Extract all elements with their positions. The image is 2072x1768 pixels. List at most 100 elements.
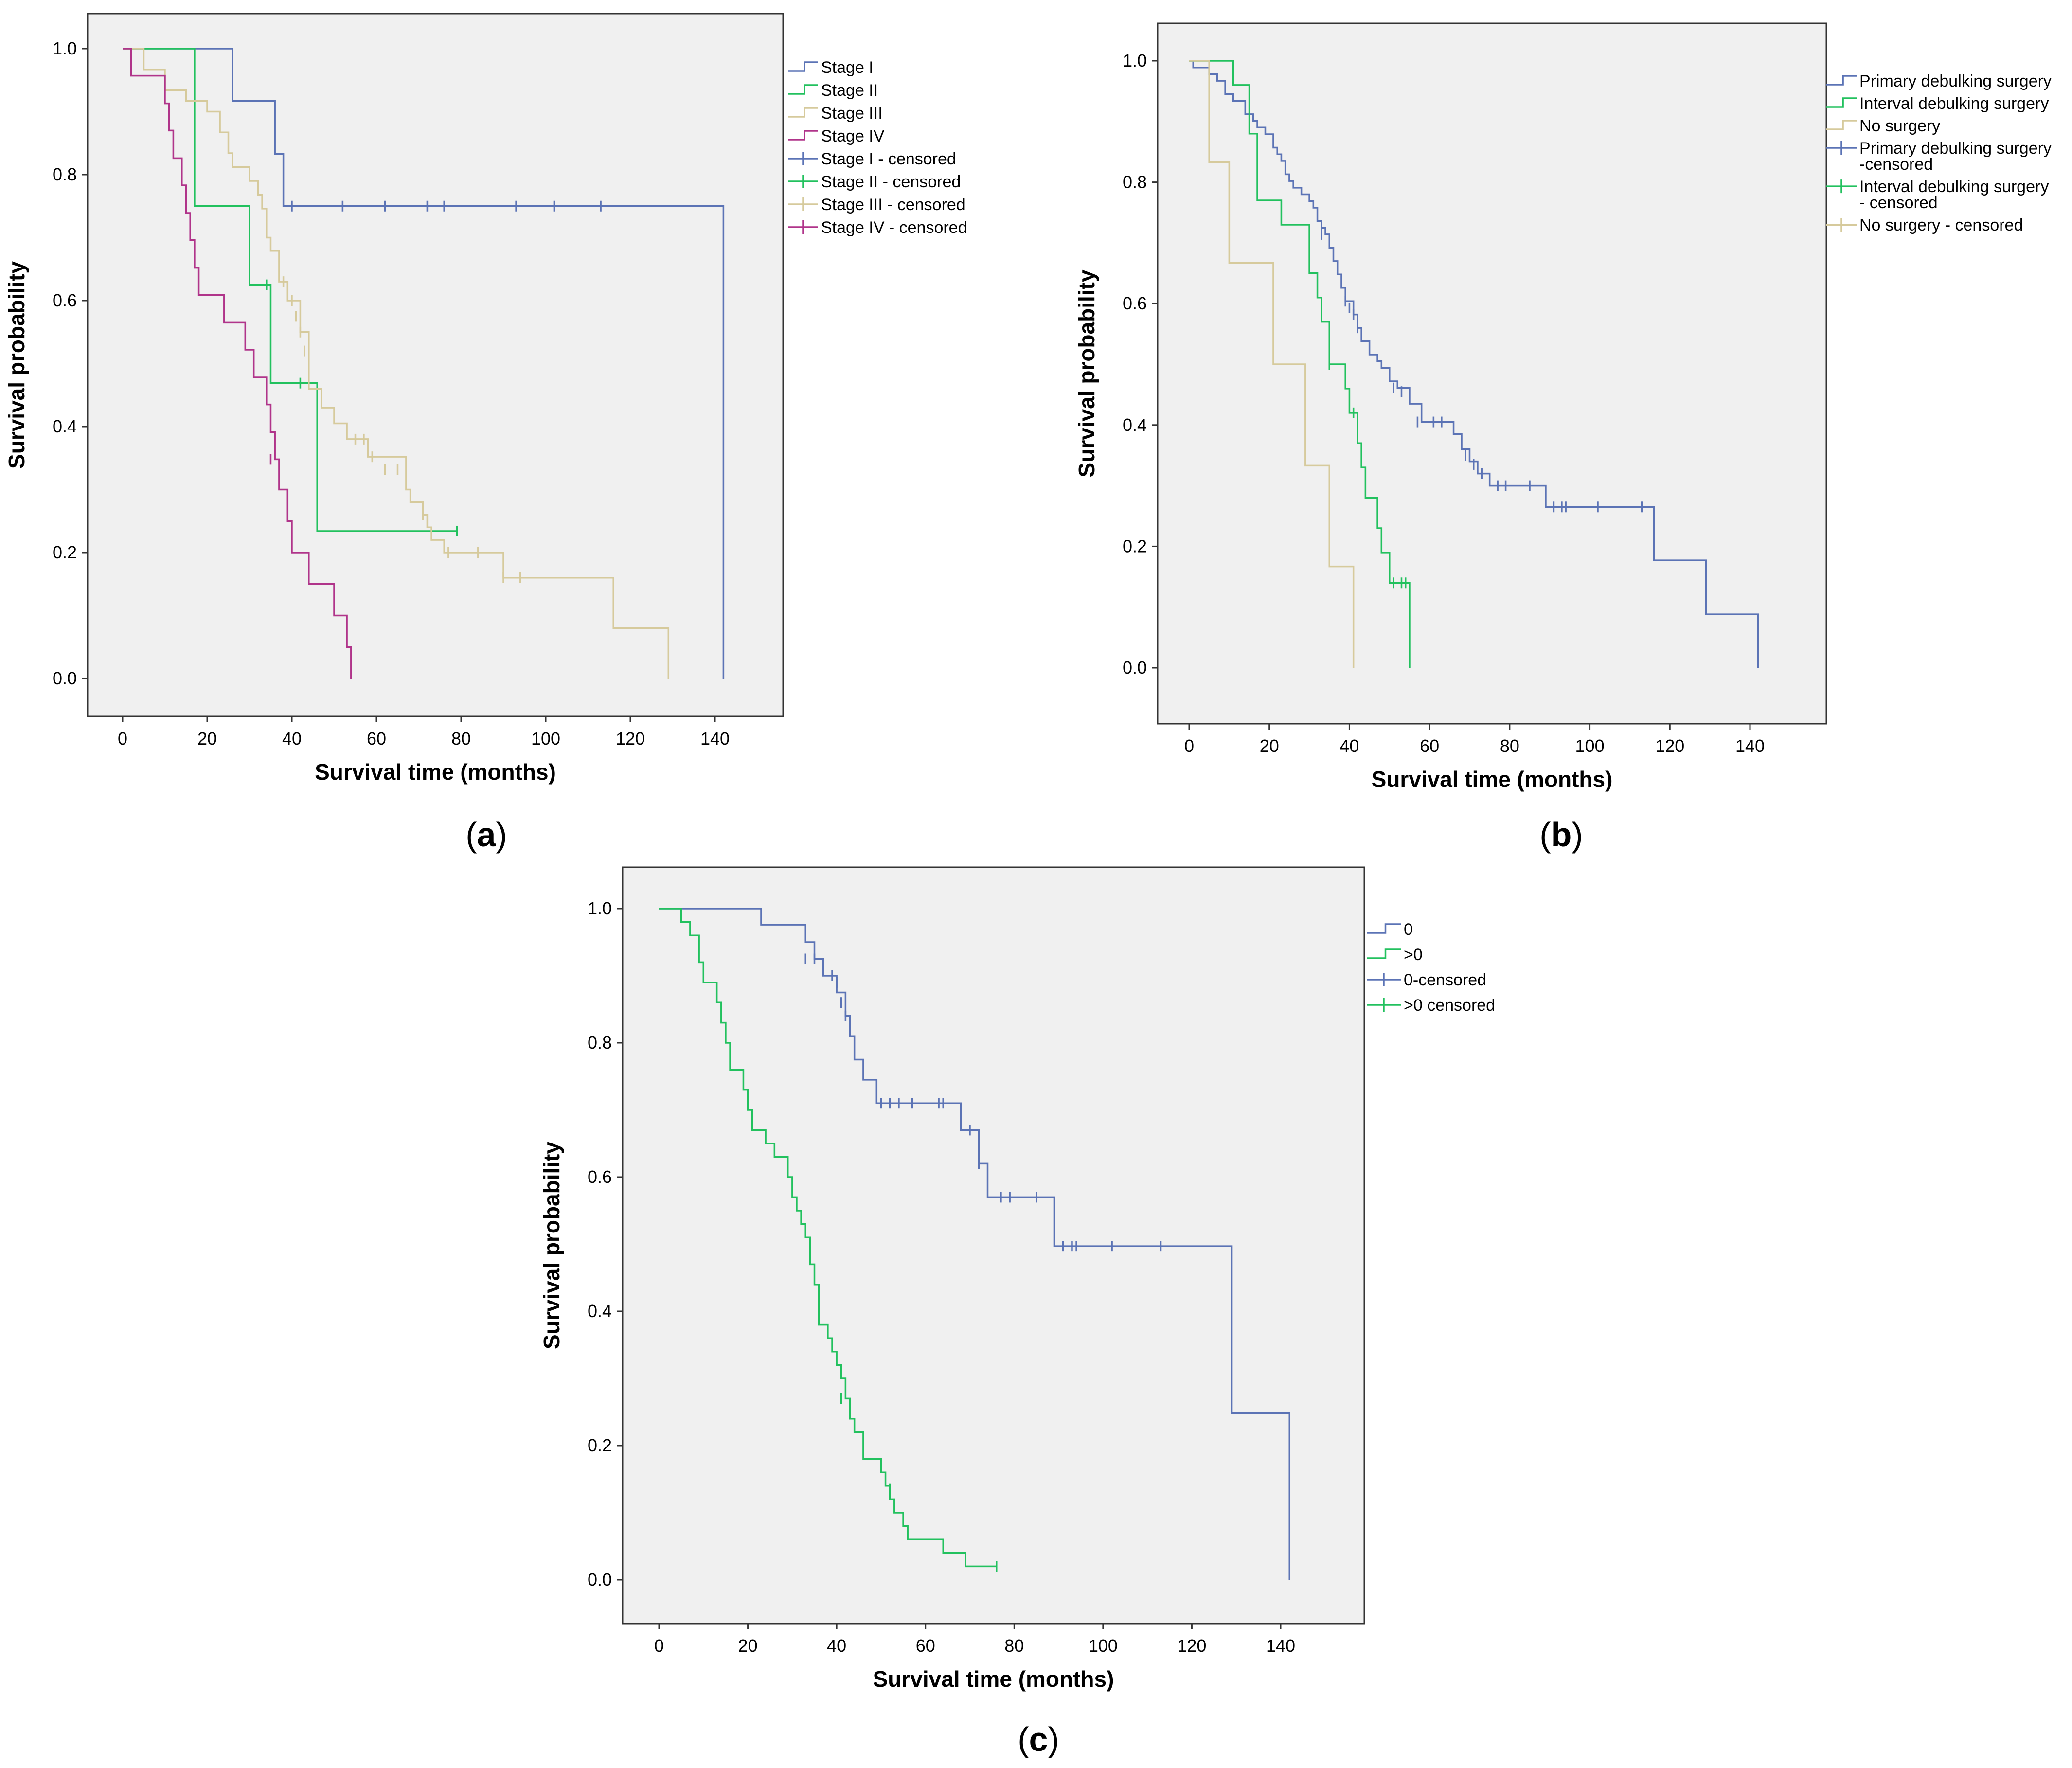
caption-paren-open: ( (1018, 1720, 1029, 1758)
x-tick-label: 20 (1260, 736, 1279, 756)
legend-label: 0 (1404, 920, 1413, 939)
legend-label: No surgery - censored (1859, 216, 2023, 234)
y-tick-label: 0.6 (588, 1167, 612, 1187)
x-tick-label: 0 (654, 1636, 664, 1656)
plot-area (622, 866, 1365, 1625)
x-tick-label: 80 (451, 729, 471, 749)
panel-caption: (c) (1018, 1720, 1059, 1758)
legend-label: Interval debulking surgery (1859, 178, 2049, 196)
x-tick-label: 120 (616, 729, 645, 749)
legend-swatch (1826, 75, 1857, 86)
x-tick-label: 140 (700, 729, 730, 749)
x-axis-label: Survival time (months) (873, 1666, 1114, 1692)
y-axis-label: Survival probability (539, 1142, 564, 1349)
y-tick-label: 0.4 (53, 416, 77, 436)
km-curve-1 (123, 48, 725, 679)
km-curve-3 (1189, 60, 1355, 668)
x-axis-label: Survival time (months) (315, 759, 556, 785)
legend-label: >0 (1404, 946, 1423, 964)
plot-area (87, 13, 784, 717)
legend-label: -censored (1859, 155, 1933, 174)
y-tick-label: 0.0 (1123, 658, 1147, 678)
x-tick-label: 0 (118, 729, 127, 749)
km-curve-1 (1189, 60, 1759, 668)
legend-swatch (1367, 923, 1401, 934)
caption-letter: b (1551, 816, 1572, 854)
legend-label: - censored (1859, 194, 1938, 212)
x-tick-label: 60 (1420, 736, 1439, 756)
x-tick-label: 120 (1655, 736, 1684, 756)
legend-label: Stage II - censored (821, 173, 961, 191)
y-tick-label: 0.6 (1123, 293, 1147, 313)
x-tick-label: 60 (367, 729, 386, 749)
y-tick-label: 0.0 (53, 668, 77, 688)
legend-label: Stage III - censored (821, 196, 965, 214)
x-tick-label: 100 (1089, 1636, 1118, 1656)
legend-label: Stage I - censored (821, 150, 956, 168)
plot-area (1157, 22, 1827, 725)
legend-swatch (788, 130, 818, 141)
legend-label: Stage II (821, 81, 878, 100)
x-tick-label: 80 (1004, 1636, 1024, 1656)
legend-label: Interval debulking surgery (1859, 94, 2049, 113)
x-tick-label: 140 (1735, 736, 1765, 756)
caption-paren-close: ) (1048, 1720, 1059, 1758)
x-tick-label: 0 (1184, 736, 1194, 756)
y-tick-label: 0.4 (1123, 415, 1147, 435)
panel-caption: (b) (1539, 816, 1583, 854)
panel-caption: (a) (465, 816, 507, 854)
legend-swatch (788, 107, 818, 118)
x-tick-label: 120 (1177, 1636, 1206, 1656)
y-tick-label: 0.8 (1123, 172, 1147, 192)
caption-letter: a (477, 816, 497, 854)
y-tick-label: 1.0 (53, 38, 77, 58)
km-curve-2 (659, 908, 997, 1568)
y-axis-label: Survival probability (4, 261, 29, 469)
km-curve-2 (123, 48, 457, 532)
y-tick-label: 1.0 (1123, 51, 1147, 71)
caption-paren-open: ( (1539, 816, 1551, 854)
km-curve-4 (123, 48, 352, 679)
legend-label: Stage I (821, 58, 874, 77)
x-tick-label: 140 (1266, 1636, 1295, 1656)
legend-label: No surgery (1859, 117, 1940, 135)
panel-b: 0.0 0.2 0.4 0.6 0.8 1.0 0 20 40 60 80 100 120 140 Surv… (1074, 22, 2052, 854)
y-tick-label: 0.6 (53, 290, 77, 310)
legend-swatch (788, 61, 818, 72)
caption-paren-close: ) (1572, 816, 1583, 854)
y-tick-label: 0.2 (53, 542, 77, 562)
legend-label: Stage III (821, 104, 883, 123)
x-tick-label: 100 (531, 729, 560, 749)
x-tick-label: 20 (197, 729, 217, 749)
km-curve-1 (659, 908, 1291, 1580)
y-tick-label: 0.0 (588, 1570, 612, 1589)
y-tick-label: 0.2 (588, 1435, 612, 1455)
x-axis-label: Survival time (months) (1372, 767, 1613, 792)
legend-swatch (788, 84, 818, 95)
x-tick-label: 20 (738, 1636, 758, 1656)
x-tick-label: 40 (1340, 736, 1359, 756)
x-tick-label: 60 (916, 1636, 935, 1656)
caption-letter: c (1029, 1720, 1048, 1758)
panel-c: 0.0 0.2 0.4 0.6 0.8 1.0 0 20 40 60 80 100 120 140 Surv… (539, 866, 1495, 1758)
panel-a: 0.0 0.2 0.4 0.6 0.8 1.0 0 20 40 60 80 100 120 140 Surv… (4, 13, 967, 854)
legend-label: Stage IV - censored (821, 218, 967, 237)
y-tick-label: 1.0 (588, 898, 612, 918)
x-tick-label: 80 (1500, 736, 1519, 756)
x-tick-label: 40 (827, 1636, 846, 1656)
legend-label: Primary debulking surgery (1859, 72, 2052, 90)
legend-swatch (1826, 120, 1857, 130)
legend-label: >0 censored (1404, 996, 1495, 1015)
caption-paren-open: ( (465, 816, 477, 854)
caption-paren-close: ) (496, 816, 507, 854)
legend-label: Primary debulking surgery (1859, 139, 2052, 158)
km-curve-2 (1189, 60, 1411, 668)
km-curve-3 (123, 48, 670, 679)
legend-label: 0-censored (1404, 971, 1486, 989)
x-tick-label: 100 (1575, 736, 1605, 756)
x-tick-label: 40 (282, 729, 302, 749)
y-tick-label: 0.2 (1123, 536, 1147, 556)
y-axis-label: Survival probability (1074, 269, 1099, 477)
y-tick-label: 0.8 (53, 164, 77, 184)
